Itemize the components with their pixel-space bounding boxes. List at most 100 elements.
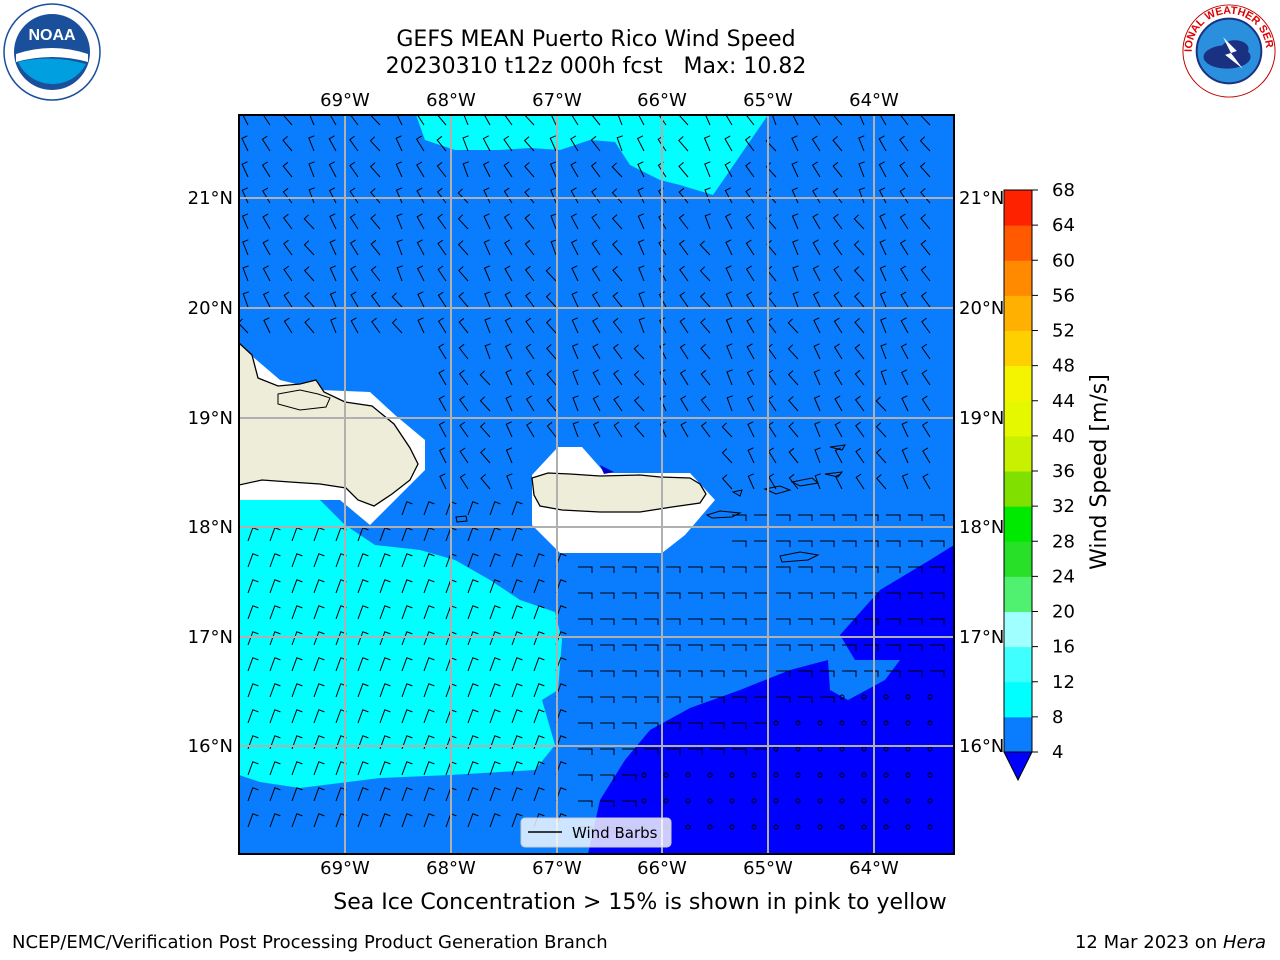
wind-barb	[370, 239, 381, 256]
wind-barb	[747, 447, 755, 464]
wind-barb	[855, 447, 865, 464]
wind-barb	[511, 761, 523, 776]
wind-barb	[688, 670, 703, 677]
wind-barb	[457, 240, 469, 256]
wind-barb	[921, 369, 931, 386]
land-hispaniola	[239, 342, 419, 507]
calm-wind-marker	[817, 798, 823, 804]
wind-barb	[930, 670, 945, 677]
wind-barb	[812, 239, 821, 256]
wind-barb	[798, 566, 813, 573]
wind-barb	[463, 115, 469, 126]
wind-barb	[678, 136, 689, 152]
wind-barb	[854, 318, 865, 334]
wind-barb	[747, 421, 755, 438]
lon-label-top: 66°W	[637, 90, 687, 111]
wind-barb	[812, 265, 821, 282]
wind-barb	[546, 395, 557, 412]
wind-barb	[879, 115, 887, 126]
wind-barb	[732, 566, 747, 573]
wind-barb	[484, 343, 491, 360]
wind-barb	[880, 369, 887, 386]
wind-barb	[812, 115, 821, 126]
graticule	[239, 115, 954, 854]
wind-barb	[710, 618, 725, 625]
wind-barb	[269, 579, 281, 594]
wind-barb	[688, 644, 703, 651]
colorbar-segment	[1004, 295, 1032, 331]
wind-barb	[679, 265, 689, 282]
wind-barb	[658, 115, 667, 126]
wind-barb	[423, 683, 435, 698]
lat-label-right: 20°N	[959, 298, 1004, 319]
island-st-croix	[779, 551, 820, 563]
wind-barb	[416, 239, 425, 256]
wind-barb	[479, 396, 491, 412]
wind-barb	[489, 631, 501, 646]
wind-barb	[886, 514, 901, 521]
colorbar-segment	[1004, 611, 1032, 648]
colorbar-tick-label: 16	[1052, 637, 1075, 658]
wind-barb	[919, 115, 931, 126]
wind-barb	[908, 540, 923, 547]
wind-barb	[710, 722, 725, 729]
wind-barb	[622, 566, 637, 573]
wind-barb	[578, 670, 593, 677]
wind-barb	[638, 317, 645, 334]
wind-barb	[459, 421, 469, 438]
wind-barb	[899, 213, 909, 230]
lon-label-bottom: 67°W	[532, 858, 582, 879]
wind-barb	[524, 162, 535, 178]
calm-wind-marker	[927, 694, 933, 700]
wind-barb	[309, 115, 315, 126]
wind-barb	[489, 579, 501, 594]
wind-barb	[533, 787, 545, 802]
wind-barb	[423, 605, 435, 620]
wind-barb	[600, 722, 615, 729]
colorbar-segment	[1004, 576, 1032, 612]
colorbar	[1003, 189, 1033, 782]
wind-barb	[919, 162, 931, 178]
wind-barb	[462, 135, 469, 152]
wind-barb	[423, 553, 435, 568]
wind-barb	[524, 115, 535, 126]
wind-barb	[901, 447, 909, 464]
wind-barb	[304, 318, 315, 334]
wind-barb	[930, 514, 945, 521]
wind-barb	[900, 343, 909, 360]
wind-barb	[930, 644, 945, 651]
wind-barb	[291, 787, 303, 802]
wind-barb	[710, 592, 725, 599]
wind-barb	[242, 115, 249, 126]
wind-barb	[792, 265, 799, 282]
wind-barb	[349, 115, 359, 126]
wind-barb	[900, 265, 909, 282]
wind-barb	[511, 813, 523, 828]
lat-label-left: 17°N	[188, 627, 233, 648]
wind-barb	[879, 213, 887, 230]
calm-wind-marker	[883, 798, 889, 804]
colorbar-segment	[1004, 506, 1032, 542]
wind-barb	[401, 735, 413, 750]
wind-barb	[511, 657, 523, 672]
calm-wind-marker	[729, 824, 735, 830]
wind-barb	[644, 592, 659, 599]
wind-barb	[369, 115, 381, 126]
wind-barb	[721, 448, 733, 464]
wind-barb	[379, 553, 391, 568]
wind-barb	[864, 514, 879, 521]
wind-barb	[798, 618, 813, 625]
colorbar-tick-label: 4	[1052, 742, 1063, 763]
wind-barb	[710, 670, 725, 677]
wind-barb	[269, 735, 281, 750]
wind-barb	[638, 265, 645, 282]
wind-barb	[592, 369, 601, 386]
wind-barb	[666, 618, 681, 625]
wind-barb	[308, 135, 315, 152]
wind-barb	[747, 473, 755, 490]
wind-barb	[590, 135, 601, 152]
wind-barb	[813, 369, 821, 386]
wind-barb	[688, 618, 703, 625]
calm-wind-marker	[839, 694, 845, 700]
lon-label-bottom: 65°W	[743, 858, 793, 879]
